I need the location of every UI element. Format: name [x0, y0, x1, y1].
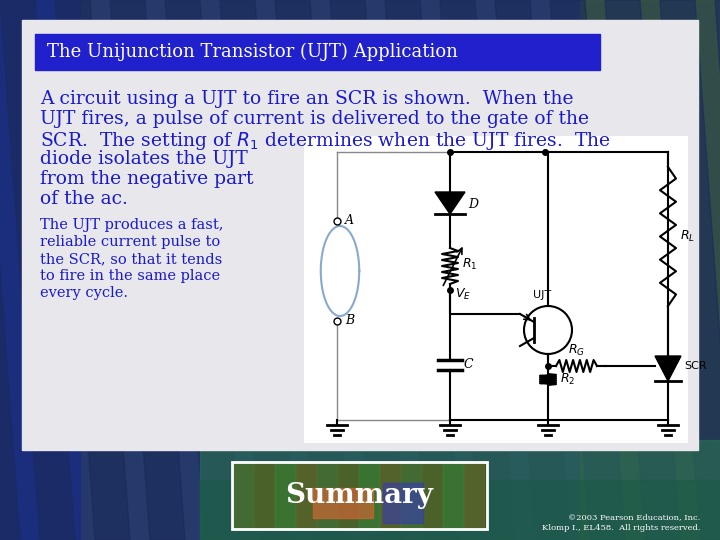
Polygon shape	[385, 0, 460, 540]
Polygon shape	[165, 0, 240, 540]
Bar	[254, 463, 274, 528]
Bar	[200, 440, 720, 540]
Polygon shape	[715, 0, 720, 540]
Polygon shape	[440, 0, 515, 540]
Bar	[305, 137, 687, 442]
Text: C: C	[464, 359, 474, 372]
Bar	[296, 463, 316, 528]
Polygon shape	[330, 0, 405, 540]
Bar	[317, 463, 337, 528]
Text: ©2003 Pearson Education, Inc.
Klomp I., EL458.  All rights reserved.: ©2003 Pearson Education, Inc. Klomp I., …	[541, 513, 700, 532]
Circle shape	[524, 306, 572, 354]
Text: the SCR, so that it tends: the SCR, so that it tends	[40, 252, 222, 266]
Polygon shape	[275, 0, 350, 540]
Polygon shape	[605, 0, 680, 540]
Bar	[443, 463, 463, 528]
Polygon shape	[660, 0, 720, 540]
Text: $R_G$: $R_G$	[568, 343, 585, 358]
Text: $R_2$: $R_2$	[560, 372, 575, 387]
Polygon shape	[655, 356, 681, 381]
Text: every cycle.: every cycle.	[40, 286, 128, 300]
Bar	[359, 463, 379, 528]
Text: A: A	[345, 214, 354, 227]
Text: D: D	[468, 199, 478, 212]
Text: $R_L$: $R_L$	[680, 229, 695, 244]
Text: UJT fires, a pulse of current is delivered to the gate of the: UJT fires, a pulse of current is deliver…	[40, 110, 589, 128]
Bar	[22, 20, 698, 450]
Bar	[380, 463, 400, 528]
Bar	[338, 463, 358, 528]
Polygon shape	[0, 0, 20, 540]
Bar	[580, 0, 720, 540]
Text: B: B	[345, 314, 354, 327]
Polygon shape	[495, 0, 570, 540]
Bar	[464, 463, 484, 528]
Bar	[401, 463, 421, 528]
Text: $V_E$: $V_E$	[455, 287, 471, 302]
Text: from the negative part: from the negative part	[40, 170, 253, 188]
Bar	[383, 483, 423, 523]
Text: The Unijunction Transistor (UJT) Application: The Unijunction Transistor (UJT) Applica…	[47, 43, 458, 61]
Bar	[200, 480, 720, 540]
Text: SCR: SCR	[684, 361, 706, 371]
Text: to fire in the same place: to fire in the same place	[40, 269, 220, 283]
Text: $R_1$: $R_1$	[462, 256, 477, 272]
Polygon shape	[55, 0, 130, 540]
Bar	[313, 488, 373, 518]
Polygon shape	[110, 0, 185, 540]
Text: UJT: UJT	[533, 290, 551, 300]
Text: SCR.  The setting of $R_1$ determines when the UJT fires.  The: SCR. The setting of $R_1$ determines whe…	[40, 130, 611, 152]
Bar	[233, 463, 486, 528]
Polygon shape	[435, 192, 465, 214]
Text: A circuit using a UJT to fire an SCR is shown.  When the: A circuit using a UJT to fire an SCR is …	[40, 90, 574, 108]
Text: The UJT produces a fast,: The UJT produces a fast,	[40, 218, 223, 232]
Polygon shape	[0, 0, 75, 540]
Bar	[0, 0, 80, 540]
Polygon shape	[550, 0, 625, 540]
Bar	[35, 34, 600, 70]
Text: diode isolates the UJT: diode isolates the UJT	[40, 150, 248, 168]
Text: of the ac.: of the ac.	[40, 190, 128, 208]
Polygon shape	[220, 0, 295, 540]
Bar	[275, 463, 295, 528]
Bar	[422, 463, 442, 528]
Text: Summary: Summary	[286, 482, 433, 509]
Bar	[233, 463, 253, 528]
Text: reliable current pulse to: reliable current pulse to	[40, 235, 220, 249]
